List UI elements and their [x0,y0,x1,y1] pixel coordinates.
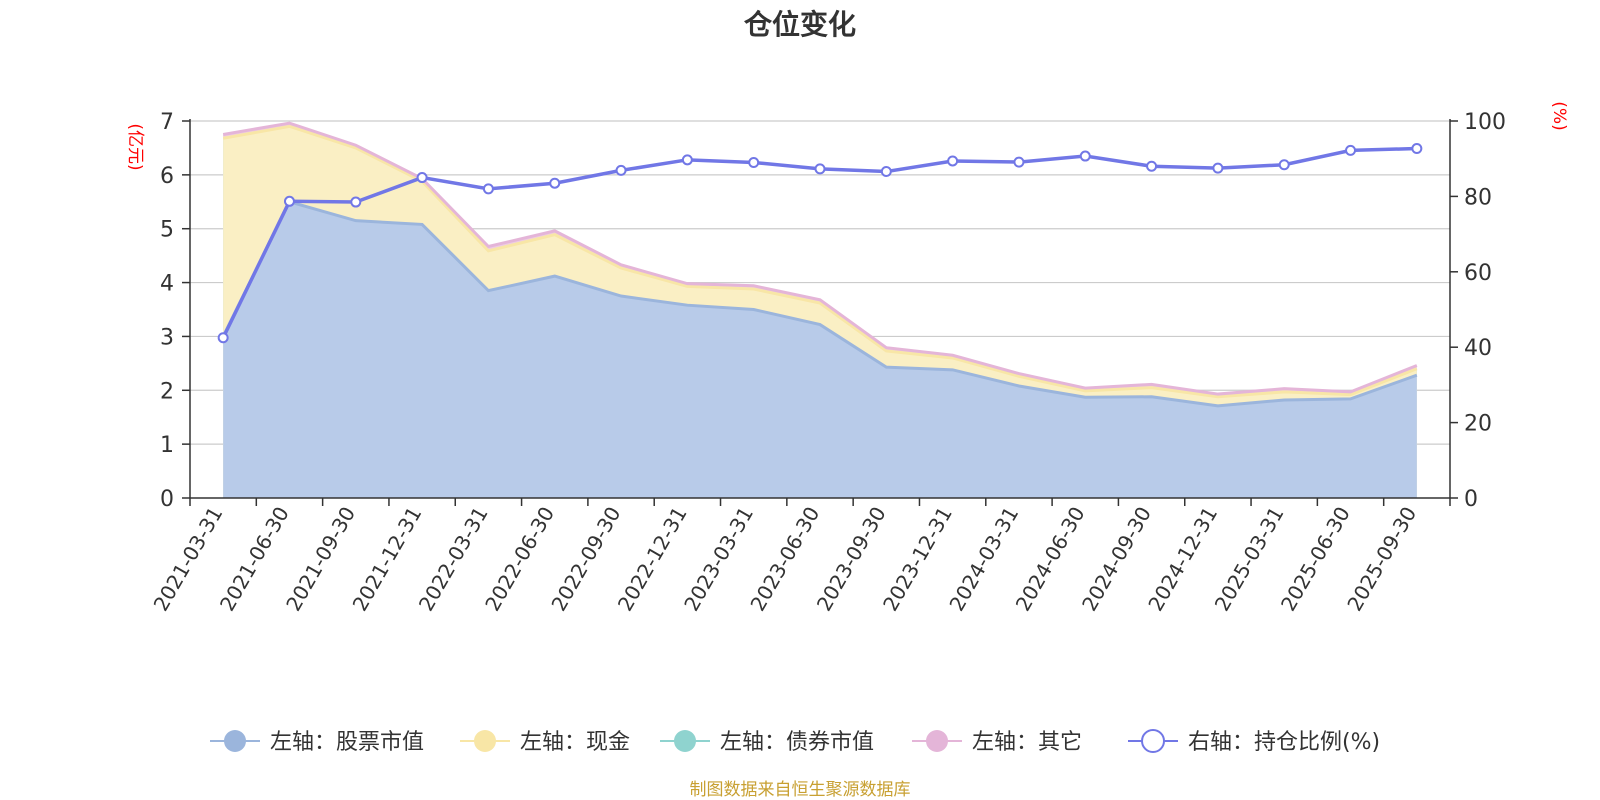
x-tick-label-17: 2025-06-30 [1276,503,1355,616]
right-tick-label-2: 40 [1464,336,1492,361]
x-tick-label-8: 2023-03-31 [679,503,758,616]
holding-ratio-point-8 [748,156,760,168]
stacked-areas [221,121,1418,499]
legend-label-2: 左轴：债券市值 [720,730,874,755]
holding-ratio-point-17 [1345,144,1357,156]
left-tick-label-0: 0 [160,487,174,512]
holding-ratio-point-12 [1013,156,1025,168]
source-note: 制图数据来自恒生聚源数据库 [690,780,911,800]
area-fill-左轴：股票市值 [223,201,1417,499]
holding-ratio-point-9 [814,163,826,175]
holding-ratio-point-16 [1278,159,1290,171]
holding-ratio-point-5 [549,177,561,189]
x-tick-label-14: 2024-09-30 [1077,503,1156,616]
left-tick-label-6: 6 [160,164,174,189]
right-tick-label-4: 80 [1464,185,1492,210]
right-tick-label-1: 20 [1464,412,1492,437]
legend-label-0: 左轴：股票市值 [270,730,424,755]
holding-ratio-line [217,143,1423,344]
legend-marker-1 [474,730,496,752]
x-tick-label-3: 2021-12-31 [348,503,427,616]
x-tick-label-5: 2022-06-30 [480,503,559,616]
right-tick-label-3: 60 [1464,261,1492,286]
legend-label-4: 右轴：持仓比例(%) [1188,730,1380,755]
x-tick-label-6: 2022-09-30 [546,503,625,616]
legend-item-1: 左轴：现金 [460,730,630,755]
holding-ratio-point-2 [350,196,362,208]
x-tick-label-4: 2022-03-31 [414,503,493,616]
holding-ratio-point-7 [681,154,693,166]
x-tick-label-0: 2021-03-31 [149,503,228,616]
x-tick-label-9: 2023-06-30 [745,503,824,616]
legend-item-3: 左轴：其它 [912,730,1082,755]
legend-item-2: 左轴：债券市值 [660,730,874,755]
x-tick-label-18: 2025-09-30 [1342,503,1421,616]
holding-ratio-point-15 [1212,162,1224,174]
x-tick-label-2: 2021-09-30 [281,503,360,616]
holding-ratio-point-18 [1411,143,1423,155]
legend-marker-3 [926,730,948,752]
legend-marker-2 [674,730,696,752]
holding-ratio-point-10 [880,166,892,178]
holding-ratio-point-1 [283,195,295,207]
holding-ratio-point-3 [416,172,428,184]
holding-ratio-point-14 [1146,160,1158,172]
legend-marker-4 [1141,729,1165,753]
legend-item-4: 右轴：持仓比例(%) [1128,729,1380,755]
x-tick-label-7: 2022-12-31 [613,503,692,616]
left-tick-label-4: 4 [160,272,174,297]
left-tick-label-3: 3 [160,325,174,350]
holding-ratio-point-13 [1079,150,1091,162]
left-tick-label-7: 7 [160,110,174,135]
left-tick-label-2: 2 [160,379,174,404]
legend-label-3: 左轴：其它 [972,730,1082,755]
holding-ratio-point-6 [615,164,627,176]
holding-ratio-point-11 [947,155,959,167]
legend: 左轴：股票市值 左轴：现金 左轴：债券市值 左轴：其它 右轴：持仓比例(%) [210,729,1380,755]
legend-label-1: 左轴：现金 [520,730,630,755]
left-tick-label-1: 1 [160,433,174,458]
legend-item-0: 左轴：股票市值 [210,730,424,755]
holding-ratio-point-0 [217,332,229,344]
x-tick-label-13: 2024-06-30 [1011,503,1090,616]
left-tick-label-5: 5 [160,218,174,243]
legend-marker-0 [224,730,246,752]
x-tick-label-15: 2024-12-31 [1143,503,1222,616]
area-edge-左轴：股票市值 [221,200,1418,408]
holding-ratio-point-4 [482,183,494,195]
left-axis-unit-label: (亿元) [125,123,145,170]
right-tick-label-5: 100 [1464,110,1506,135]
right-tick-label-0: 0 [1464,487,1478,512]
x-tick-label-11: 2023-12-31 [878,503,957,616]
x-tick-label-1: 2021-06-30 [215,503,294,616]
x-tick-label-16: 2025-03-31 [1210,503,1289,616]
x-tick-label-10: 2023-09-30 [812,503,891,616]
x-tick-label-12: 2024-03-31 [944,503,1023,616]
right-axis-unit-label: (%) [1549,101,1569,130]
chart-title: 仓位变化 [744,8,856,41]
